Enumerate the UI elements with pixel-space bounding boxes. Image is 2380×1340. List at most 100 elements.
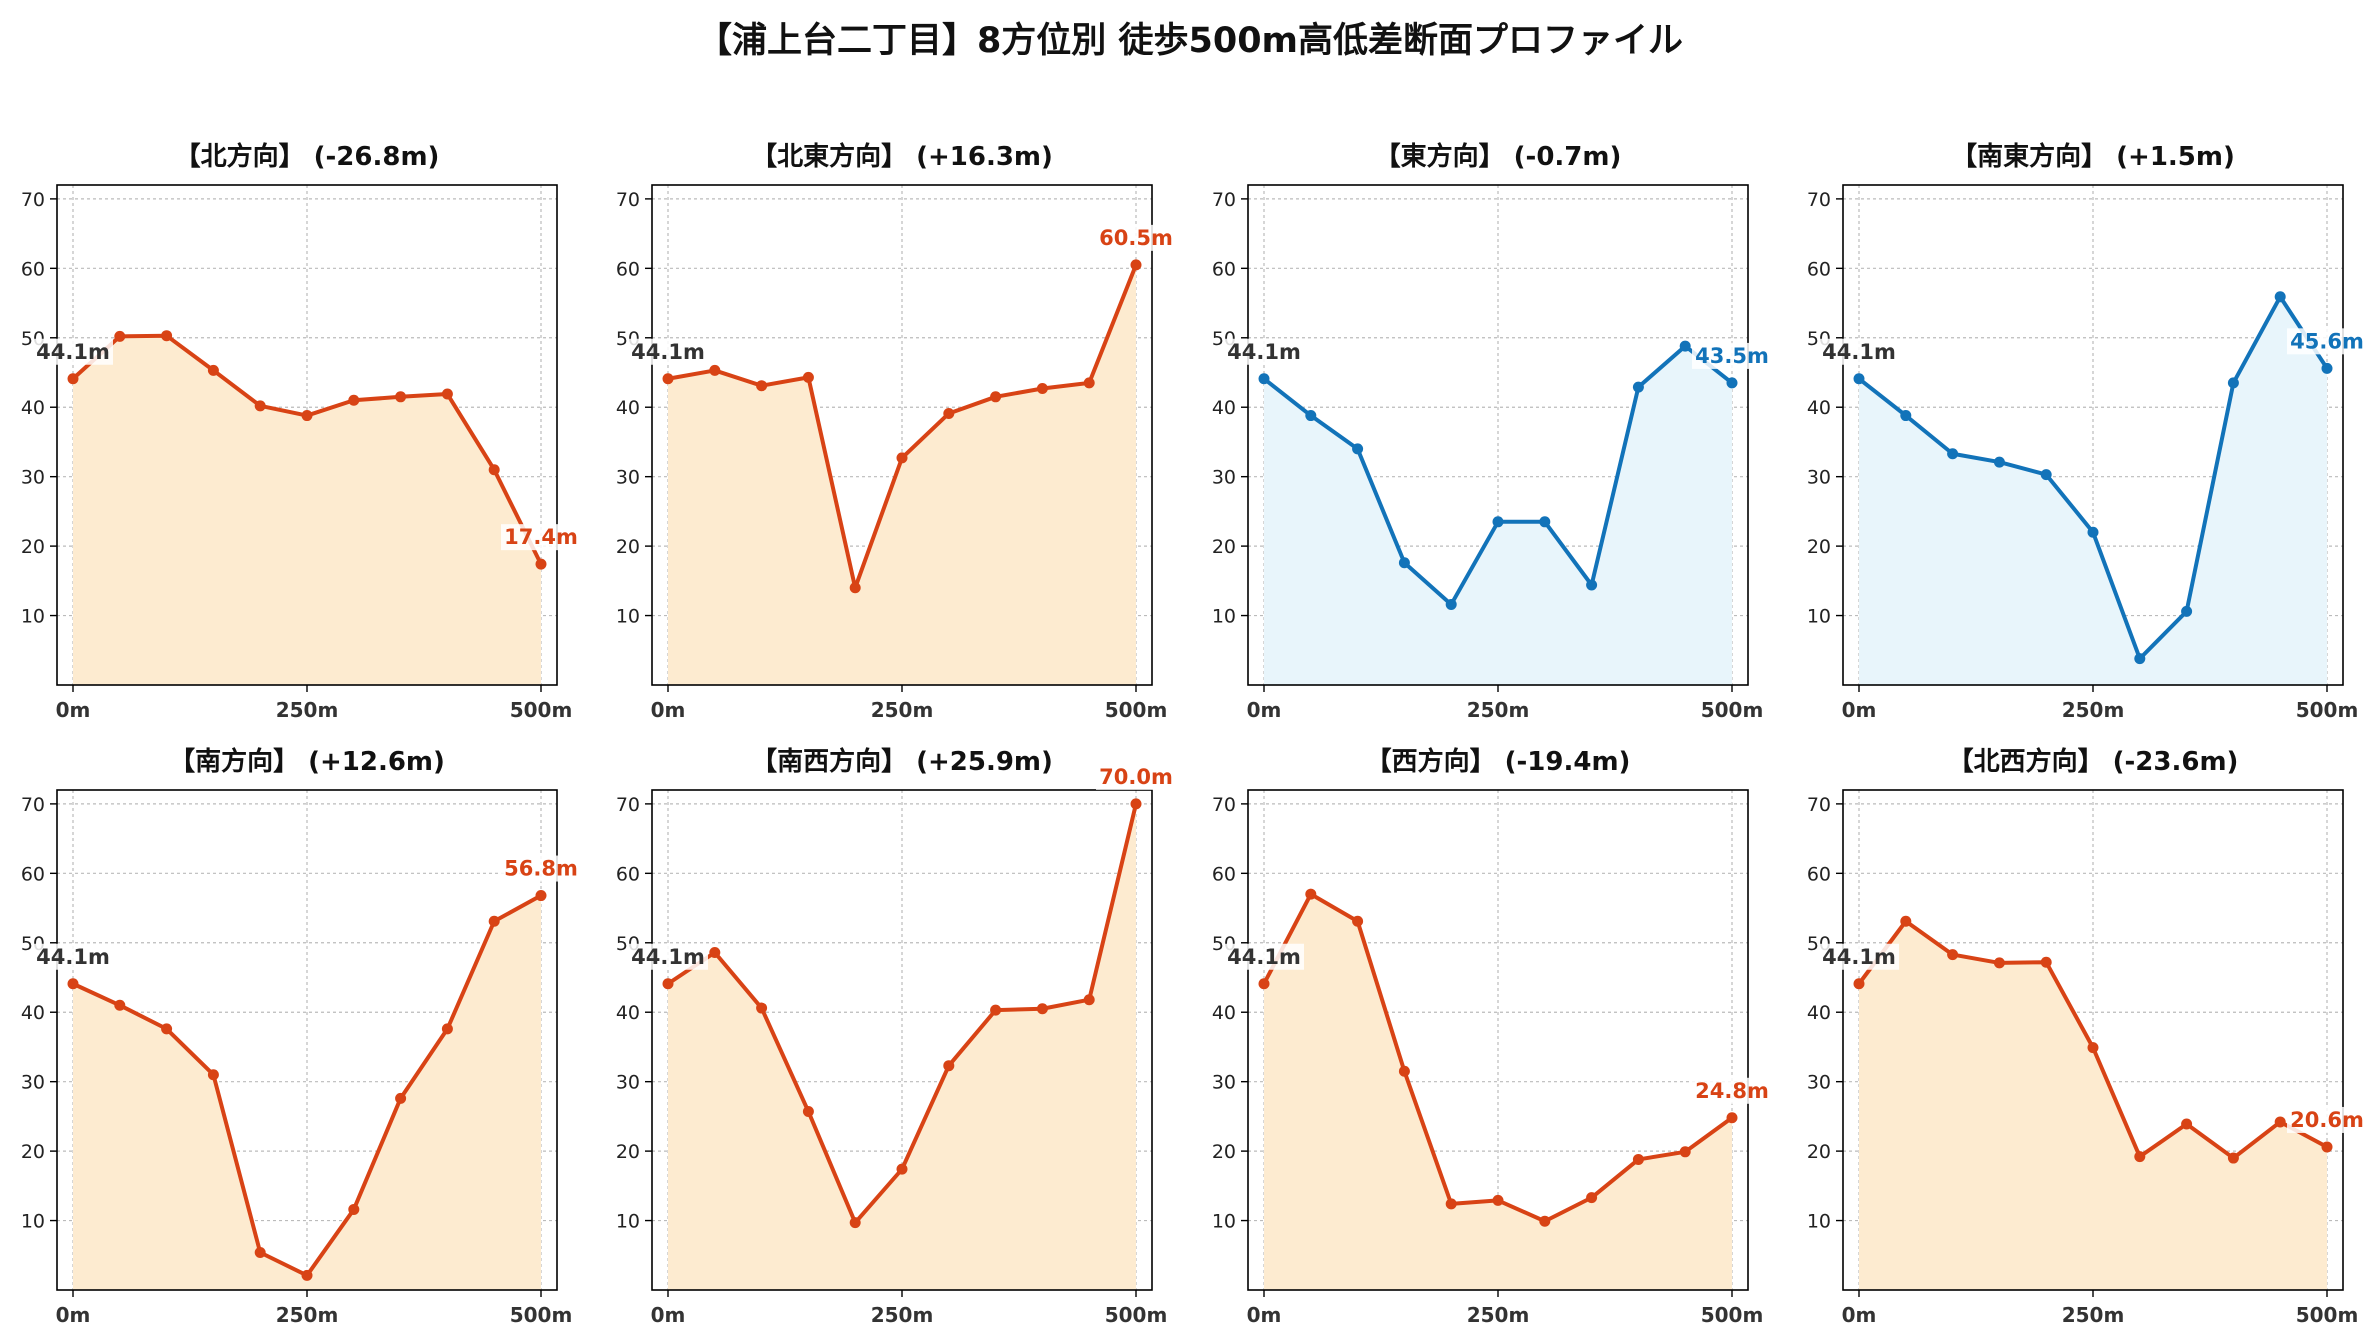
panel-title: 【南方向】 (+12.6m): [169, 746, 445, 777]
profile-point: [114, 330, 126, 342]
panel-title: 【北方向】 (-26.8m): [175, 141, 440, 172]
y-tick-label: 20: [1212, 536, 1236, 558]
end-label-bg: [1096, 224, 1176, 251]
profile-area: [1264, 346, 1732, 685]
x-tick-label: 500m: [510, 698, 573, 722]
start-label-bg: [628, 338, 708, 365]
profile-point: [1130, 798, 1142, 810]
profile-point: [1258, 978, 1270, 990]
profile-point: [2040, 956, 2052, 968]
x-tick-label: 0m: [1842, 698, 1877, 722]
y-tick-label: 20: [616, 1141, 640, 1163]
profile-area: [1859, 921, 2327, 1290]
start-label-bg: [1819, 943, 1899, 970]
profile-point: [2274, 1116, 2286, 1128]
profile-point: [1083, 994, 1095, 1006]
y-tick-label: 30: [21, 1072, 45, 1094]
end-label: 70.0m: [1099, 765, 1173, 789]
profile-point: [1900, 410, 1912, 422]
profile-point: [1726, 1112, 1738, 1124]
x-tick-label: 0m: [56, 698, 91, 722]
profile-point: [990, 1004, 1002, 1016]
profile-point: [67, 978, 79, 990]
y-tick-label: 30: [21, 467, 45, 489]
y-tick-label: 20: [1807, 1141, 1831, 1163]
start-label: 44.1m: [1227, 945, 1301, 969]
end-label: 60.5m: [1099, 226, 1173, 250]
end-label: 43.5m: [1695, 344, 1769, 368]
start-label: 44.1m: [1822, 945, 1896, 969]
y-tick-label: 60: [21, 258, 45, 280]
profile-point: [161, 330, 173, 342]
profile-point: [1036, 382, 1048, 394]
y-tick-label: 70: [616, 189, 640, 211]
y-tick-label: 20: [1212, 1141, 1236, 1163]
profile-point: [1492, 516, 1504, 528]
profile-point: [1083, 377, 1095, 389]
end-label: 20.6m: [2290, 1108, 2364, 1132]
profile-point: [1036, 1003, 1048, 1015]
figure-title: 【浦上台二丁目】8方位別 徒歩500m高低差断面プロファイル: [696, 21, 1684, 61]
y-tick-label: 60: [616, 863, 640, 885]
profile-point: [2181, 605, 2193, 617]
profile-point: [1445, 1198, 1457, 1210]
start-label: 44.1m: [1822, 340, 1896, 364]
x-tick-label: 250m: [276, 698, 339, 722]
profile-point: [1352, 443, 1364, 455]
x-tick-label: 500m: [510, 1303, 573, 1327]
y-tick-label: 40: [1807, 1002, 1831, 1024]
x-tick-label: 250m: [276, 1303, 339, 1327]
y-tick-label: 70: [616, 794, 640, 816]
y-tick-label: 30: [616, 467, 640, 489]
start-label: 44.1m: [631, 340, 705, 364]
profile-point: [301, 1269, 313, 1281]
y-tick-label: 20: [21, 536, 45, 558]
y-tick-label: 60: [21, 863, 45, 885]
profile-point: [1586, 1192, 1598, 1204]
profile-point: [1632, 381, 1644, 393]
profile-point: [441, 1023, 453, 1035]
x-tick-label: 500m: [1701, 1303, 1764, 1327]
panel-title: 【西方向】 (-19.4m): [1366, 746, 1631, 777]
profile-point: [1258, 373, 1270, 385]
y-tick-label: 40: [616, 1002, 640, 1024]
end-label: 24.8m: [1695, 1079, 1769, 1103]
profile-point: [849, 1217, 861, 1229]
x-tick-label: 0m: [1247, 698, 1282, 722]
profile-point: [662, 373, 674, 385]
profile-point: [802, 1106, 814, 1118]
profile-point: [2227, 377, 2239, 389]
profile-point: [896, 1163, 908, 1175]
profile-point: [254, 1247, 266, 1258]
profile-point: [1130, 259, 1142, 271]
profile-point: [114, 999, 126, 1011]
profile-point: [709, 364, 721, 376]
y-tick-label: 60: [1212, 863, 1236, 885]
y-tick-label: 70: [1212, 794, 1236, 816]
profile-point: [943, 407, 955, 419]
y-tick-label: 60: [1807, 863, 1831, 885]
y-tick-label: 70: [1212, 189, 1236, 211]
panel-title: 【南西方向】 (+25.9m): [751, 746, 1053, 777]
y-tick-label: 10: [1807, 606, 1831, 628]
y-tick-label: 10: [1212, 1211, 1236, 1233]
profile-point: [2274, 291, 2286, 303]
profile-point: [2181, 1118, 2193, 1130]
x-tick-label: 0m: [1842, 1303, 1877, 1327]
y-tick-label: 60: [1212, 258, 1236, 280]
profile-area: [73, 895, 541, 1290]
y-tick-label: 30: [616, 1072, 640, 1094]
panel-title: 【北東方向】 (+16.3m): [751, 141, 1053, 172]
x-tick-label: 0m: [651, 1303, 686, 1327]
profile-point: [395, 1092, 407, 1104]
y-tick-label: 30: [1807, 1072, 1831, 1094]
profile-point: [2134, 1151, 2146, 1163]
profile-point: [535, 558, 547, 570]
